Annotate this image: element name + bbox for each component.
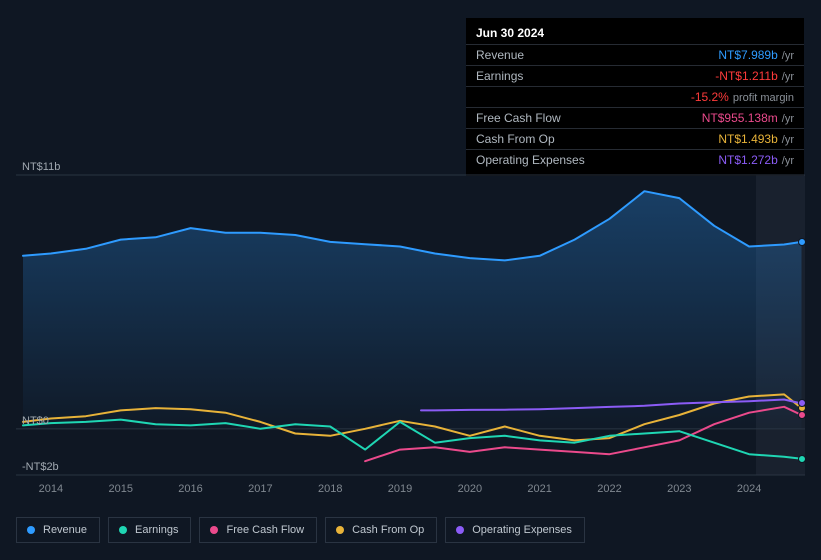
tooltip-row: Earnings -NT$1.211b /yr — [466, 65, 804, 86]
tooltip-date: Jun 30 2024 — [466, 24, 804, 44]
legend-label: Free Cash Flow — [226, 524, 304, 536]
legend-item-fcf[interactable]: Free Cash Flow — [199, 517, 317, 543]
tooltip-value: NT$7.989b — [718, 48, 777, 62]
legend-dot-icon — [336, 526, 344, 534]
chart-svg — [16, 175, 805, 475]
tooltip-label: Revenue — [476, 48, 524, 62]
tooltip-suffix: /yr — [782, 71, 794, 83]
x-axis-label: 2019 — [388, 483, 412, 495]
tooltip-row: -15.2% profit margin — [466, 86, 804, 107]
chart-legend: Revenue Earnings Free Cash Flow Cash Fro… — [16, 517, 585, 543]
x-axis-label: 2016 — [178, 483, 202, 495]
x-axis: 2014 2015 2016 2017 2018 2019 2020 2021 2022 2023… — [16, 483, 805, 503]
x-axis-label: 2017 — [248, 483, 272, 495]
legend-label: Operating Expenses — [472, 524, 572, 536]
legend-label: Earnings — [135, 524, 178, 536]
plot-area[interactable] — [16, 175, 805, 475]
legend-dot-icon — [456, 526, 464, 534]
x-axis-label: 2020 — [458, 483, 482, 495]
legend-item-opex[interactable]: Operating Expenses — [445, 517, 585, 543]
tooltip-label: Cash From Op — [476, 132, 555, 146]
tooltip-suffix: /yr — [782, 113, 794, 125]
tooltip-value: -NT$1.211b — [715, 69, 777, 83]
x-axis-label: 2024 — [737, 483, 761, 495]
tooltip-row: Free Cash Flow NT$955.138m /yr — [466, 107, 804, 128]
tooltip-label: Free Cash Flow — [476, 111, 561, 125]
x-axis-label: 2021 — [527, 483, 551, 495]
legend-label: Cash From Op — [352, 524, 424, 536]
y-axis-label: NT$11b — [22, 161, 60, 173]
tooltip-row: Cash From Op NT$1.493b /yr — [466, 128, 804, 149]
tooltip-value: -15.2% — [691, 90, 729, 104]
chart-tooltip: Jun 30 2024 Revenue NT$7.989b /yr Earnin… — [466, 18, 804, 176]
x-axis-label: 2015 — [108, 483, 132, 495]
x-axis-label: 2022 — [597, 483, 621, 495]
legend-item-earnings[interactable]: Earnings — [108, 517, 191, 543]
x-axis-label: 2018 — [318, 483, 342, 495]
tooltip-row: Revenue NT$7.989b /yr — [466, 44, 804, 65]
series-end-dot — [798, 455, 806, 463]
tooltip-value: NT$1.493b — [718, 132, 777, 146]
legend-item-cfo[interactable]: Cash From Op — [325, 517, 437, 543]
financial-chart[interactable]: NT$11b NT$0 -NT$2b — [16, 160, 805, 475]
tooltip-suffix: /yr — [782, 134, 794, 146]
y-axis-label: -NT$2b — [22, 461, 59, 473]
legend-item-revenue[interactable]: Revenue — [16, 517, 100, 543]
legend-label: Revenue — [43, 524, 87, 536]
x-axis-label: 2014 — [39, 483, 63, 495]
y-axis-label: NT$0 — [22, 415, 49, 427]
legend-dot-icon — [210, 526, 218, 534]
tooltip-suffix: /yr — [782, 50, 794, 62]
series-end-dot — [798, 399, 806, 407]
x-axis-label: 2023 — [667, 483, 691, 495]
legend-dot-icon — [119, 526, 127, 534]
series-end-dot — [798, 238, 806, 246]
tooltip-value: NT$955.138m — [702, 111, 778, 125]
series-end-dot — [798, 411, 806, 419]
legend-dot-icon — [27, 526, 35, 534]
tooltip-suffix: profit margin — [733, 92, 794, 104]
tooltip-label: Earnings — [476, 69, 523, 83]
